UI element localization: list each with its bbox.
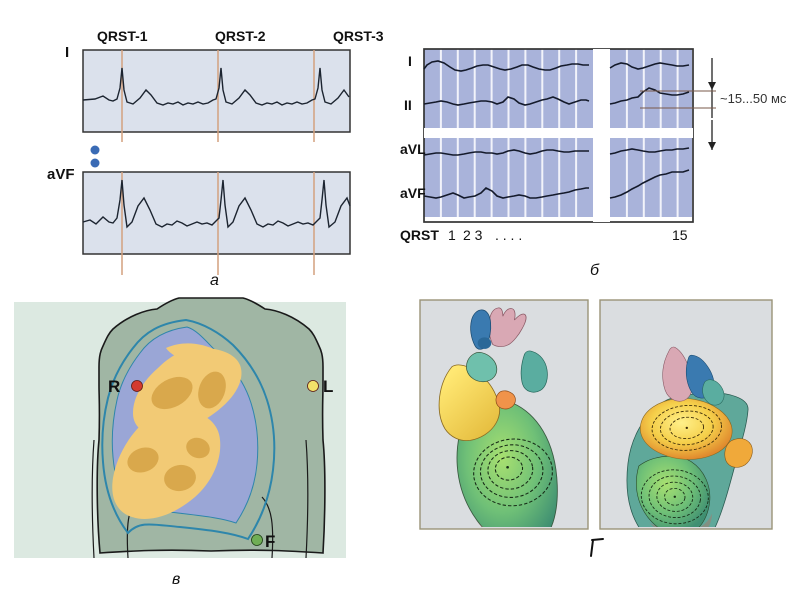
svg-text:I: I	[65, 44, 69, 61]
svg-text:I: I	[408, 53, 412, 69]
svg-text:L: L	[323, 377, 333, 396]
svg-text:aVL: aVL	[400, 141, 426, 157]
svg-text:QRST-1: QRST-1	[97, 28, 148, 44]
svg-text:~15...50 мс: ~15...50 мс	[720, 91, 787, 106]
svg-text:б: б	[590, 262, 600, 279]
svg-text:II: II	[404, 97, 412, 113]
svg-text:QRST-3: QRST-3	[333, 28, 384, 44]
svg-text:. . . .: . . . .	[495, 227, 522, 243]
svg-text:1: 1	[448, 227, 456, 243]
svg-text:а: а	[210, 272, 219, 289]
svg-text:F: F	[265, 532, 275, 551]
svg-text:2 3: 2 3	[463, 227, 483, 243]
svg-text:QRST: QRST	[400, 227, 439, 243]
svg-text:QRST-2: QRST-2	[215, 28, 266, 44]
svg-text:aVF: aVF	[400, 185, 426, 201]
svg-text:в: в	[172, 571, 180, 588]
svg-text:R: R	[108, 377, 120, 396]
svg-text:aVF: aVF	[47, 166, 75, 183]
svg-text:15: 15	[672, 227, 688, 243]
